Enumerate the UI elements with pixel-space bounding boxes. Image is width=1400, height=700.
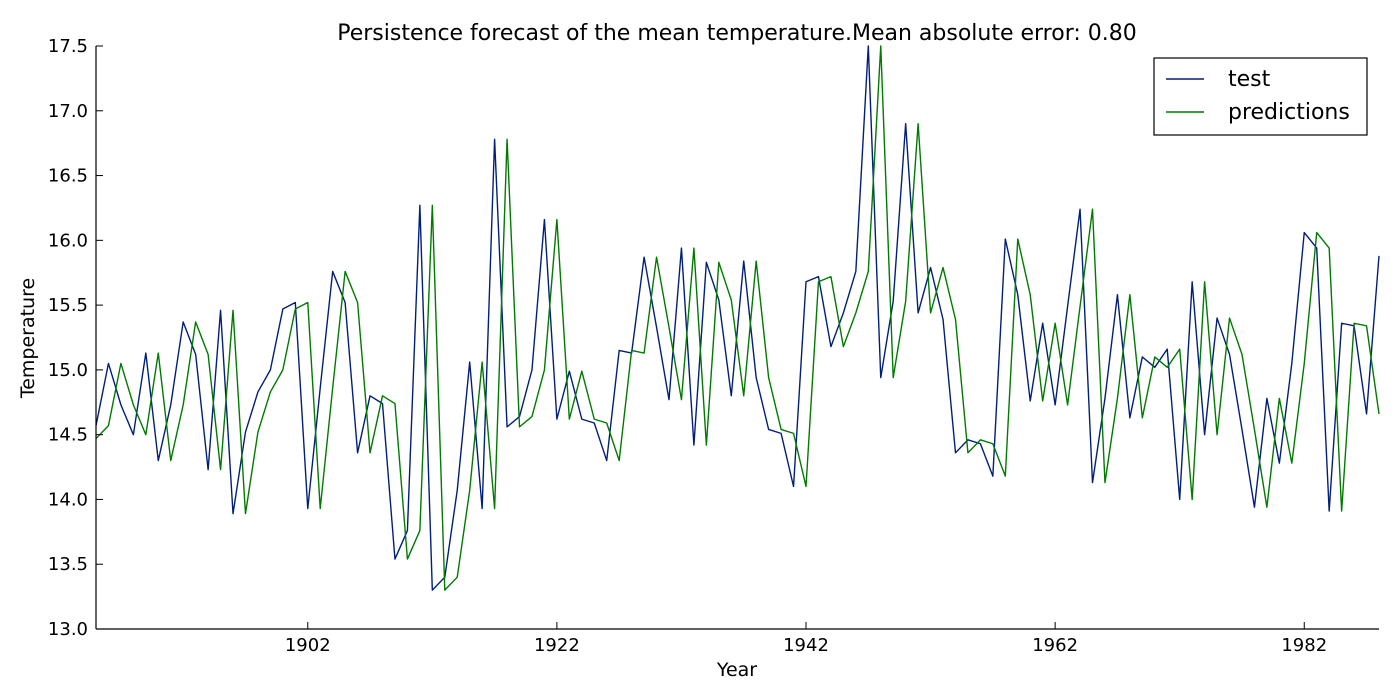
y-tick-label: 17.0 <box>48 101 88 122</box>
x-axis-label: Year <box>716 659 757 681</box>
y-tick-label: 17.5 <box>48 36 88 57</box>
y-tick-label: 15.0 <box>48 360 88 381</box>
series-line-test <box>95 45 1380 591</box>
y-tick-label: 15.5 <box>48 295 88 316</box>
legend-box <box>1153 57 1368 136</box>
y-tick-label: 14.5 <box>48 425 88 446</box>
legend-label-predictions: predictions <box>1228 100 1350 125</box>
axes-layer: 13.0 13.5 14.0 14.5 15.0 15.5 16.0 16.5 17.0 17.5… <box>48 36 1379 656</box>
x-tick-label: 1982 <box>1281 635 1327 656</box>
series-layer <box>95 45 1380 591</box>
y-axis-label: Temperature <box>17 278 39 399</box>
legend-label-test: test <box>1228 67 1271 92</box>
chart-title: Persistence forecast of the mean tempera… <box>337 21 1137 46</box>
x-tick-label: 1962 <box>1032 635 1078 656</box>
y-tick-label: 13.0 <box>48 619 88 640</box>
x-tick-label: 1922 <box>534 635 580 656</box>
y-tick-label: 14.0 <box>48 489 88 510</box>
x-tick-label: 1942 <box>783 635 829 656</box>
y-tick-label: 16.5 <box>48 166 88 187</box>
y-tick-label: 13.5 <box>48 554 88 575</box>
series-line-predictions <box>95 45 1380 591</box>
x-tick-label: 1902 <box>285 635 331 656</box>
legend: test predictions <box>1153 57 1368 136</box>
y-tick-label: 16.0 <box>48 230 88 251</box>
